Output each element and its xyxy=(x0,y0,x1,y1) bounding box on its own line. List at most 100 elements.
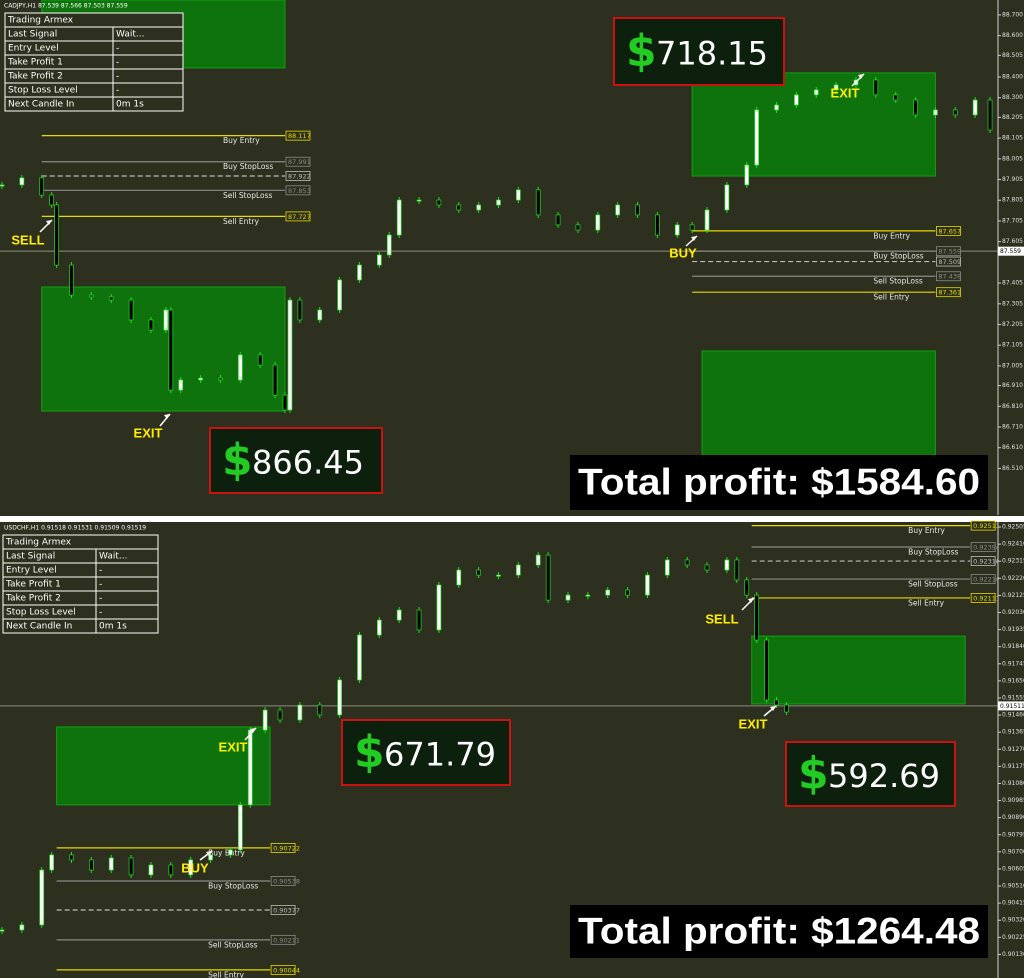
info-table-value: - xyxy=(116,72,119,82)
info-table-title: Trading Armex xyxy=(5,538,72,548)
level-price-tag xyxy=(270,934,296,945)
symbol-title: USDCHF,H1 0.91518 0.91531 0.91509 0.9151… xyxy=(4,525,146,532)
y-tick-label: 0.90795 xyxy=(1002,831,1024,838)
signal-arrowhead xyxy=(206,851,212,856)
candle-body xyxy=(49,194,55,206)
current-price-label: 0.91511 xyxy=(1000,703,1024,710)
candle-body xyxy=(674,224,680,236)
signal-label: EXIT xyxy=(219,739,248,754)
candle-body xyxy=(128,299,134,321)
level-name: Sell Entry xyxy=(873,293,909,302)
candle-body xyxy=(535,189,541,216)
level-name: Buy Entry xyxy=(208,848,245,857)
candle-body xyxy=(277,709,283,721)
info-table-value: 0m 1s xyxy=(116,100,144,110)
candle-body xyxy=(833,84,839,91)
level-price-text: 87.853 xyxy=(288,187,311,195)
level-name: Sell StopLoss xyxy=(223,191,273,200)
y-tick-label: 0.90225 xyxy=(1002,934,1024,941)
y-tick-label: 87.605 xyxy=(1002,238,1023,245)
y-tick-label: 0.91745 xyxy=(1002,660,1024,667)
level-price-text: 0.92216 xyxy=(973,576,1000,584)
level-price-tag xyxy=(970,574,996,584)
y-tick-label: 0.90605 xyxy=(1002,865,1024,872)
y-tick-label: 0.91935 xyxy=(1002,626,1024,633)
level-price-tag xyxy=(285,130,311,141)
y-tick-label: 87.905 xyxy=(1002,176,1023,183)
candle-body xyxy=(724,559,730,571)
level-price-tag xyxy=(270,876,296,886)
signal-arrowhead xyxy=(748,598,754,603)
y-tick-label: 86.610 xyxy=(1002,444,1023,451)
candle-body xyxy=(635,204,640,216)
candle-body xyxy=(337,279,342,311)
candle-body xyxy=(873,79,879,96)
candle-body xyxy=(108,296,114,301)
candle-body xyxy=(952,109,958,116)
info-table-key: Next Candle In xyxy=(6,622,72,632)
candle-body xyxy=(794,94,799,106)
level-price-tag xyxy=(936,271,961,282)
candle-body xyxy=(456,569,462,586)
candle-body xyxy=(476,204,481,211)
profit-currency: $ xyxy=(626,26,657,77)
level-price-tag xyxy=(936,225,961,236)
candle-body xyxy=(734,559,740,581)
candle-body xyxy=(0,929,5,932)
level-price-text: 0.92316 xyxy=(973,558,1000,566)
level-price-tag xyxy=(936,287,961,298)
y-tick-label: 87.705 xyxy=(1002,217,1023,224)
current-price-tag xyxy=(998,246,1024,256)
candle-body xyxy=(615,204,621,216)
candle-body xyxy=(655,214,660,236)
y-tick-label: 0.91365 xyxy=(1002,729,1024,736)
candle-body xyxy=(774,104,779,111)
y-tick-label: 0.91555 xyxy=(1002,694,1024,701)
candle-body xyxy=(188,859,194,876)
candle-body xyxy=(39,177,45,196)
candle-body xyxy=(704,209,710,231)
profit-amount: 866.45 xyxy=(252,444,364,482)
info-table-key: Take Profit 1 xyxy=(7,58,63,68)
candle-body xyxy=(317,309,323,321)
y-tick-label: 87.205 xyxy=(1002,321,1023,328)
profit-currency: $ xyxy=(798,748,829,799)
level-price-text: 0.90722 xyxy=(273,844,300,852)
candle-body xyxy=(218,377,223,381)
candle-body xyxy=(168,309,174,391)
candle-body xyxy=(287,299,293,411)
candle-body xyxy=(39,869,45,926)
candle-body xyxy=(724,184,730,211)
y-tick-label: 88.400 xyxy=(1002,74,1023,81)
candle-body xyxy=(128,857,134,876)
candle-body xyxy=(357,264,362,281)
candle-body xyxy=(198,377,203,381)
candle-body xyxy=(744,164,750,186)
signal-arrowhead xyxy=(770,706,776,711)
info-table-title: Trading Armex xyxy=(7,16,74,26)
candle-body xyxy=(754,594,760,641)
level-price-tag xyxy=(936,246,961,257)
info-table-value: - xyxy=(99,566,102,576)
candle-body xyxy=(282,394,288,411)
level-price-text: 87.922 xyxy=(288,173,311,181)
total-profit-box xyxy=(570,455,988,510)
y-tick-label: 88.505 xyxy=(1002,52,1023,59)
price-axis-bg xyxy=(998,522,1024,978)
info-table-value: 0m 1s xyxy=(99,622,127,632)
info-table-value: Wait... xyxy=(99,552,127,562)
candle-body xyxy=(168,864,174,876)
candle-body xyxy=(237,804,243,851)
y-tick-label: 86.810 xyxy=(1002,403,1023,410)
info-table-key: Next Candle In xyxy=(8,100,74,110)
y-tick-label: 87.305 xyxy=(1002,300,1023,307)
y-tick-label: 86.710 xyxy=(1002,423,1023,430)
current-price-label: 87.559 xyxy=(1000,248,1021,255)
level-name: Buy StopLoss xyxy=(223,162,273,171)
